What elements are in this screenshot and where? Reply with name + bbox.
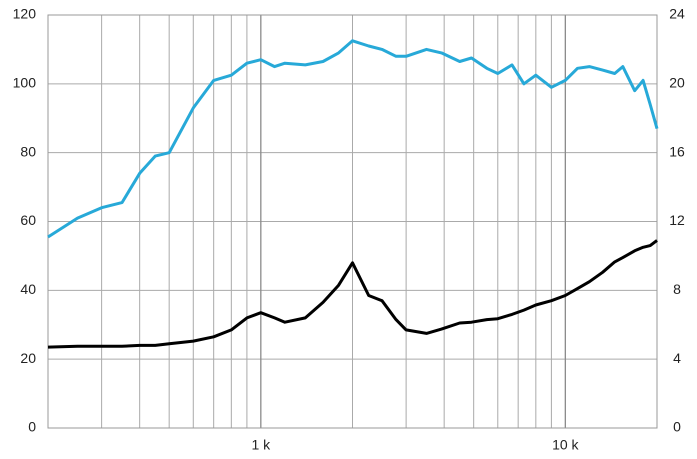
y2-tick-label: 16	[669, 143, 685, 159]
y-tick-label: 100	[13, 75, 37, 91]
y2-tick-label: 20	[669, 75, 685, 91]
series-line	[47, 239, 658, 349]
y-tick-label: 40	[20, 281, 36, 297]
y-tick-label: 0	[28, 419, 36, 435]
plot-frame	[47, 14, 658, 429]
y2-tick-label: 0	[673, 419, 681, 435]
series-line	[47, 39, 659, 239]
y2-tick-label: 24	[669, 6, 685, 22]
x-tick-label: 10 k	[552, 437, 579, 453]
y-tick-label: 20	[20, 350, 36, 366]
y-tick-label: 120	[13, 6, 37, 22]
y-tick-label: 80	[20, 143, 36, 159]
y2-tick-label: 8	[673, 281, 681, 297]
y2-tick-label: 4	[673, 350, 681, 366]
y-tick-label: 60	[20, 212, 36, 228]
x-tick-label: 1 k	[251, 437, 271, 453]
y2-tick-label: 12	[669, 212, 685, 228]
